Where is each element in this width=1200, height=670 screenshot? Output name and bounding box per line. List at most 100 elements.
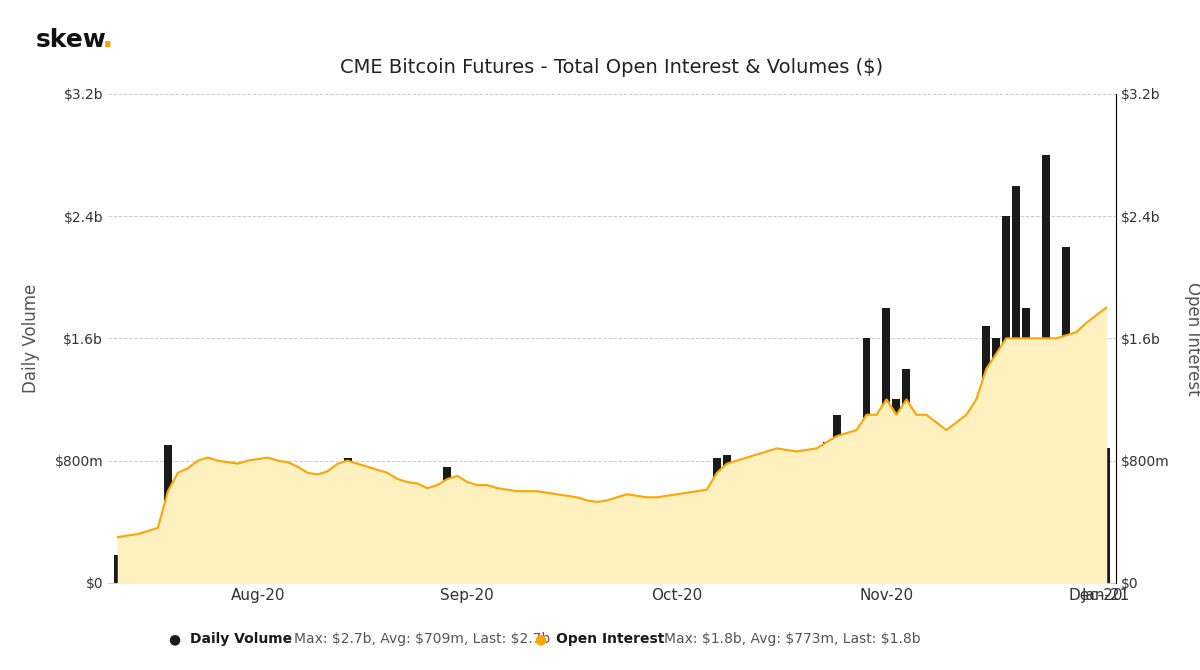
Bar: [842, 464, 851, 583]
Bar: [613, 509, 620, 583]
Bar: [1102, 448, 1110, 583]
Bar: [253, 476, 262, 583]
Bar: [953, 461, 960, 583]
Bar: [872, 430, 881, 583]
Bar: [722, 454, 731, 583]
Bar: [214, 479, 222, 583]
Bar: [304, 527, 312, 583]
Bar: [1072, 338, 1080, 583]
Bar: [384, 497, 391, 583]
Bar: [283, 522, 292, 583]
Bar: [124, 574, 132, 583]
Text: Open Interest: Open Interest: [556, 632, 664, 646]
Bar: [983, 326, 990, 583]
Bar: [533, 549, 541, 583]
Bar: [902, 369, 911, 583]
Bar: [733, 537, 740, 583]
Bar: [204, 468, 211, 583]
Bar: [334, 468, 342, 583]
Bar: [264, 482, 271, 583]
Bar: [962, 446, 971, 583]
Bar: [194, 476, 202, 583]
Y-axis label: Daily Volume: Daily Volume: [23, 283, 41, 393]
Bar: [164, 446, 172, 583]
Bar: [643, 552, 650, 583]
Bar: [443, 467, 451, 583]
Bar: [632, 565, 641, 583]
Bar: [473, 555, 481, 583]
Bar: [294, 519, 301, 583]
Bar: [1013, 186, 1020, 583]
Bar: [692, 516, 701, 583]
Text: Max: $2.7b, Avg: $709m, Last: $2.7b: Max: $2.7b, Avg: $709m, Last: $2.7b: [294, 632, 551, 646]
Bar: [313, 525, 322, 583]
Y-axis label: Open Interest: Open Interest: [1183, 281, 1200, 395]
Bar: [893, 399, 900, 583]
Bar: [234, 491, 241, 583]
Bar: [604, 529, 611, 583]
Bar: [703, 534, 710, 583]
Bar: [852, 458, 860, 583]
Bar: [493, 552, 502, 583]
Bar: [433, 500, 442, 583]
Bar: [244, 485, 252, 583]
Bar: [942, 467, 950, 583]
Bar: [503, 559, 511, 583]
Bar: [324, 484, 331, 583]
Bar: [364, 485, 372, 583]
Bar: [673, 540, 680, 583]
Bar: [563, 563, 571, 583]
Text: skew: skew: [36, 28, 107, 52]
Bar: [144, 571, 152, 583]
Bar: [134, 576, 142, 583]
Bar: [1042, 155, 1050, 583]
Bar: [593, 555, 601, 583]
Bar: [1022, 308, 1030, 583]
Bar: [114, 555, 122, 583]
Bar: [403, 531, 412, 583]
Bar: [713, 458, 721, 583]
Text: .: .: [102, 24, 114, 53]
Bar: [992, 338, 1001, 583]
Bar: [574, 549, 581, 583]
Bar: [743, 509, 751, 583]
Bar: [923, 476, 930, 583]
Bar: [354, 497, 361, 583]
Bar: [683, 525, 691, 583]
Bar: [343, 458, 352, 583]
Bar: [274, 494, 282, 583]
Bar: [1002, 216, 1010, 583]
Bar: [623, 529, 631, 583]
Bar: [523, 552, 532, 583]
Bar: [1062, 247, 1070, 583]
Title: CME Bitcoin Futures - Total Open Interest & Volumes ($): CME Bitcoin Futures - Total Open Interes…: [341, 58, 883, 77]
Bar: [932, 454, 941, 583]
Bar: [822, 442, 830, 583]
Bar: [424, 525, 431, 583]
Bar: [1052, 369, 1060, 583]
Bar: [972, 458, 980, 583]
Bar: [752, 497, 761, 583]
Bar: [653, 549, 661, 583]
Bar: [763, 500, 770, 583]
Bar: [413, 519, 421, 583]
Bar: [803, 509, 811, 583]
Bar: [553, 565, 562, 583]
Bar: [154, 574, 162, 583]
Bar: [184, 541, 192, 583]
Bar: [223, 476, 232, 583]
Text: Daily Volume: Daily Volume: [190, 632, 292, 646]
Bar: [1082, 399, 1090, 583]
Bar: [662, 546, 671, 583]
Text: Max: $1.8b, Avg: $773m, Last: $1.8b: Max: $1.8b, Avg: $773m, Last: $1.8b: [664, 632, 920, 646]
Bar: [773, 485, 781, 583]
Bar: [863, 338, 870, 583]
Bar: [394, 525, 402, 583]
Bar: [544, 555, 551, 583]
Bar: [454, 479, 461, 583]
Bar: [833, 415, 840, 583]
Bar: [514, 555, 521, 583]
Bar: [373, 476, 382, 583]
Bar: [484, 560, 491, 583]
Text: ●: ●: [168, 632, 180, 646]
